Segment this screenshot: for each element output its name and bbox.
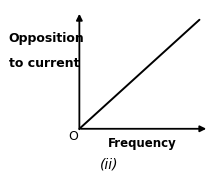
Text: Frequency: Frequency [107, 137, 176, 150]
Text: to current: to current [9, 57, 79, 70]
Text: (ii): (ii) [100, 158, 118, 172]
Text: Opposition: Opposition [9, 32, 84, 45]
Text: O: O [68, 130, 78, 143]
